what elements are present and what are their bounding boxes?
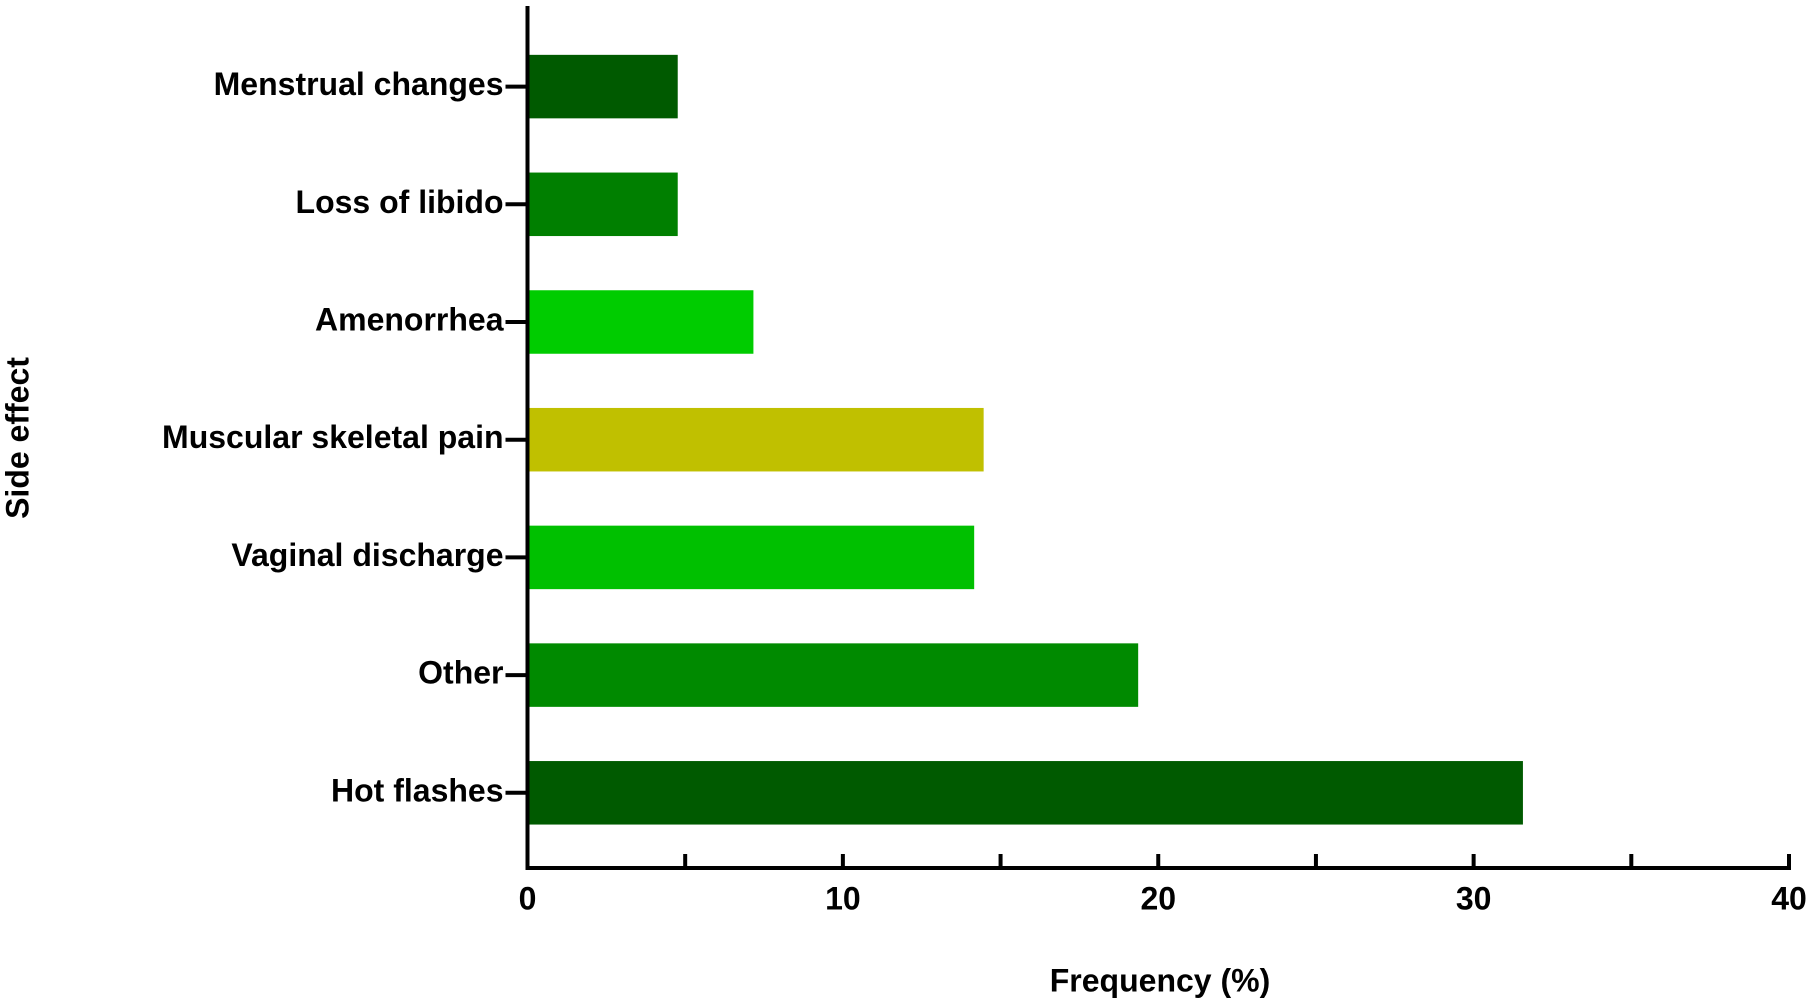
- y-tick-label: Menstrual changes: [214, 66, 504, 102]
- x-tick-label: 20: [1140, 880, 1176, 916]
- x-tick-label: 0: [519, 880, 537, 916]
- y-tick-label: Vaginal discharge: [231, 537, 503, 573]
- y-tick-label: Hot flashes: [331, 772, 503, 808]
- bar: [529, 54, 678, 119]
- y-tick-label: Muscular skeletal pain: [162, 419, 503, 455]
- y-axis-title: Side effect: [0, 357, 35, 519]
- y-tick-label: Loss of libido: [296, 184, 504, 220]
- bar: [529, 643, 1139, 707]
- x-axis-title: Frequency (%): [1050, 962, 1270, 998]
- x-tick-label: 40: [1771, 880, 1807, 916]
- bar: [529, 525, 975, 590]
- y-tick-label: Other: [418, 655, 503, 691]
- x-tick-label: 10: [825, 880, 861, 916]
- bar: [529, 407, 984, 472]
- bar: [529, 172, 678, 237]
- bar: [529, 290, 754, 354]
- y-tick-label: Amenorrhea: [315, 301, 504, 337]
- x-tick-label: 30: [1456, 880, 1492, 916]
- bar: [529, 761, 1523, 825]
